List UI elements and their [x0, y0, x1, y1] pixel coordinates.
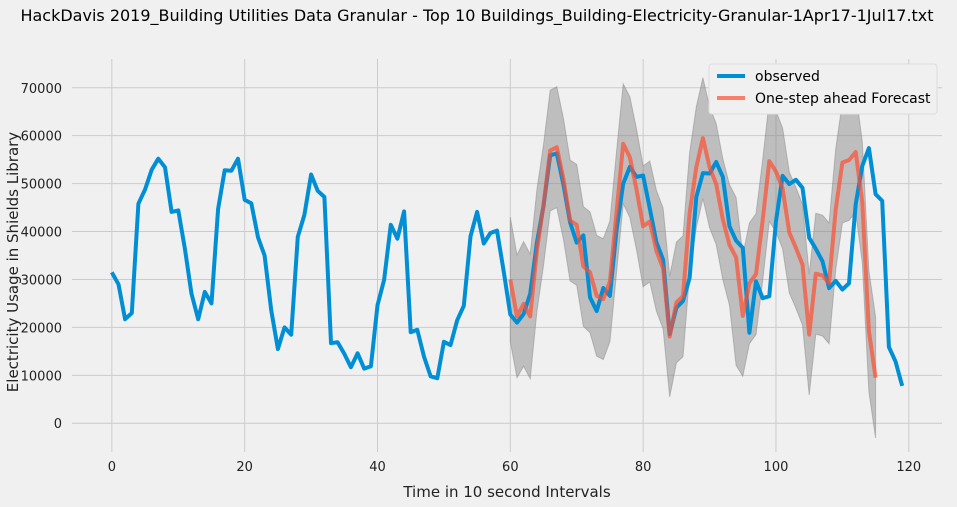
- y-tick-label: 10000: [21, 369, 62, 384]
- y-tick-label: 30000: [21, 273, 62, 288]
- y-axis-label: Electricity Usage in Shields Library: [4, 132, 22, 392]
- y-tick-label: 0: [54, 417, 62, 432]
- y-tick-label: 50000: [21, 178, 62, 193]
- x-tick-label: 60: [502, 460, 519, 475]
- chart-title: HackDavis 2019_Building Utilities Data G…: [20, 6, 933, 26]
- x-tick-label: 20: [236, 460, 253, 475]
- y-tick-label: 20000: [21, 321, 62, 336]
- y-tick-label: 60000: [21, 130, 62, 145]
- y-tick-label: 70000: [21, 82, 62, 97]
- x-tick-label: 100: [764, 460, 789, 475]
- x-axis-label: Time in 10 second Intervals: [402, 483, 610, 501]
- x-tick-label: 120: [896, 460, 921, 475]
- legend: observed One-step ahead Forecast: [709, 64, 937, 114]
- y-tick-label: 40000: [21, 226, 62, 241]
- legend-label-observed: observed: [755, 69, 820, 85]
- x-tick-label: 40: [369, 460, 386, 475]
- x-tick-label: 80: [635, 460, 652, 475]
- legend-label-forecast: One-step ahead Forecast: [755, 91, 931, 107]
- x-tick-label: 0: [108, 460, 116, 475]
